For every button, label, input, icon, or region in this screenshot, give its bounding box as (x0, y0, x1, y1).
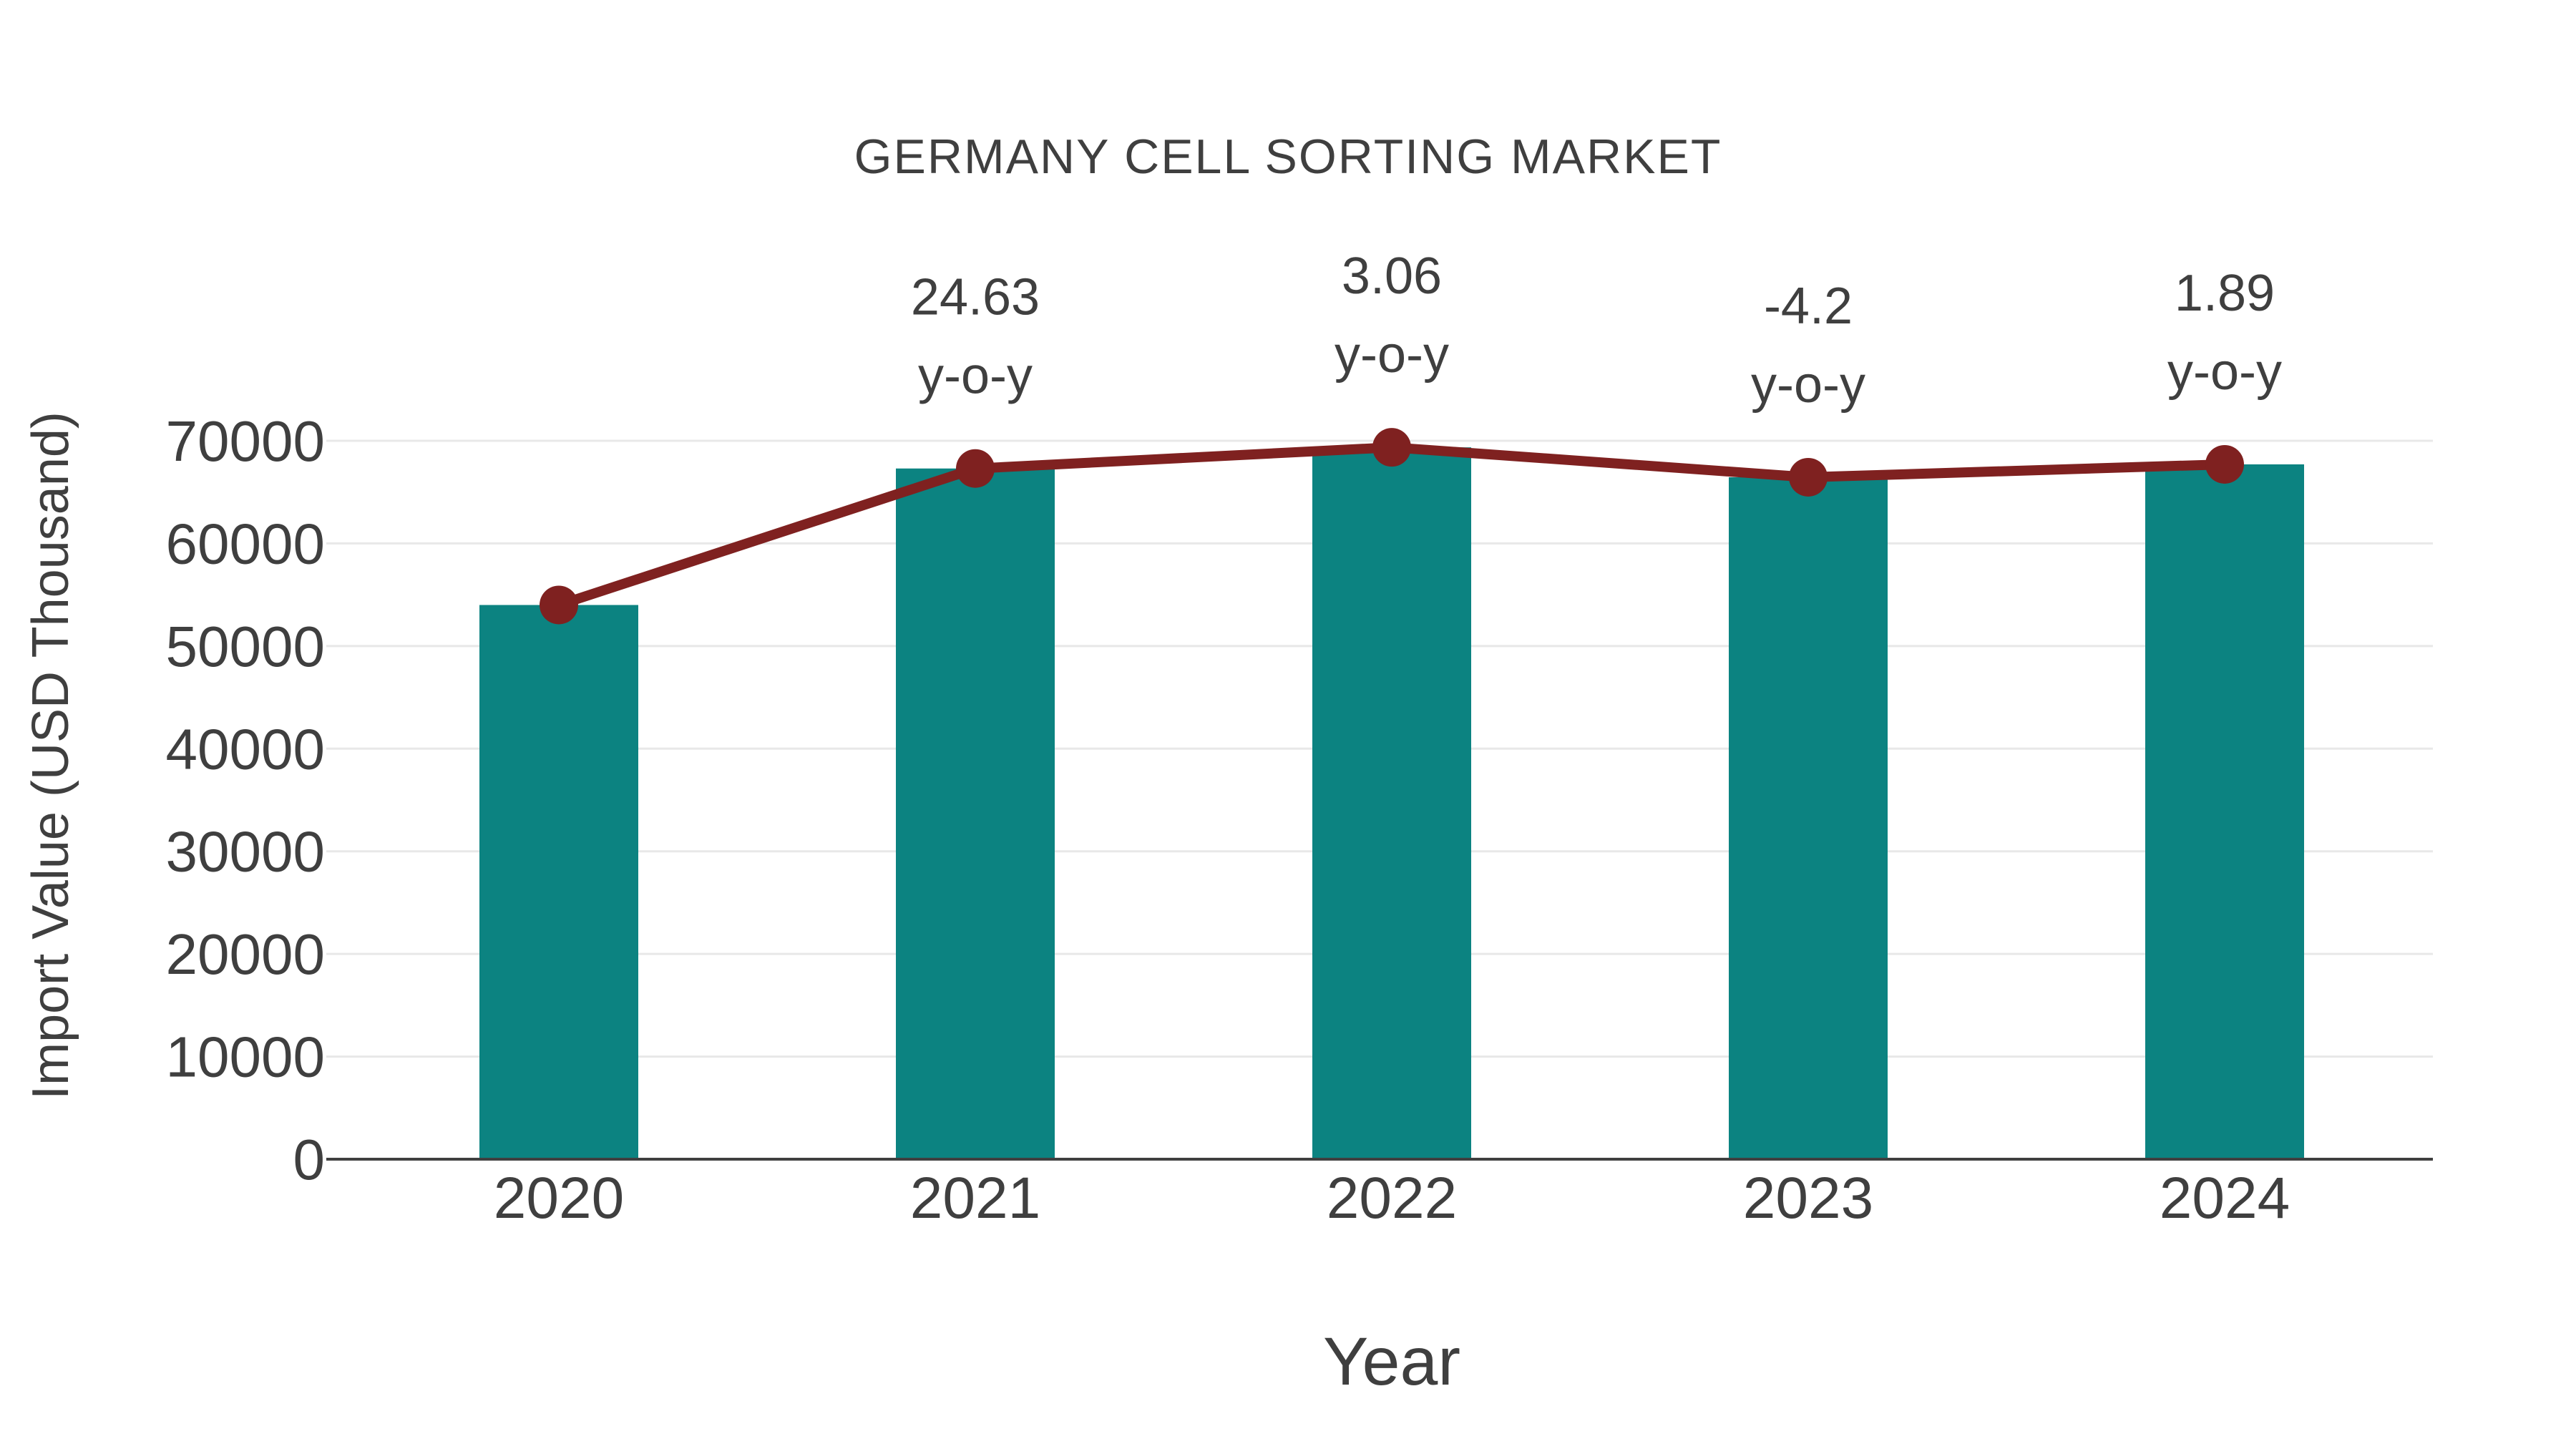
y-tick-label: 20000 (166, 922, 325, 986)
annotation-suffix-2024: y-o-y (2167, 343, 2282, 401)
line-marker-2022 (1372, 428, 1411, 467)
annotation-suffix-2022: y-o-y (1335, 326, 1449, 384)
y-axis-tick-labels: 0 10000 20000 30000 40000 50000 60000 70000 (166, 409, 325, 1191)
annotation-value-2024: 1.89 (2175, 265, 2275, 322)
y-tick-label: 40000 (166, 717, 325, 781)
y-tick-label: 60000 (166, 512, 325, 575)
x-axis-tick-labels: 2020 2021 2022 2023 2024 (494, 1166, 2290, 1231)
line-marker-2020 (540, 585, 578, 625)
x-tick-label: 2024 (2160, 1166, 2290, 1231)
x-tick-label: 2023 (1743, 1166, 1873, 1231)
y-tick-label: 10000 (166, 1025, 325, 1089)
y-tick-label: 0 (293, 1128, 326, 1191)
line-series (540, 428, 2244, 625)
bar-2022 (1312, 447, 1471, 1159)
bar-2021 (896, 468, 1055, 1159)
bar-2023 (1729, 477, 1888, 1159)
y-tick-label: 70000 (166, 409, 325, 473)
annotation-value-2021: 24.63 (911, 269, 1040, 326)
annotation-suffix-2021: y-o-y (918, 348, 1033, 405)
bar-2020 (479, 605, 638, 1159)
annotation-value-2023: -4.2 (1764, 278, 1853, 335)
x-tick-label: 2020 (494, 1166, 624, 1231)
annotations: 24.63 y-o-y 3.06 y-o-y -4.2 y-o-y 1.89 y-o-y (911, 248, 2282, 414)
x-tick-label: 2021 (910, 1166, 1040, 1231)
x-tick-label: 2022 (1327, 1166, 1457, 1231)
y-tick-label: 50000 (166, 615, 325, 678)
annotation-value-2022: 3.06 (1342, 248, 1442, 305)
line-marker-2023 (1789, 457, 1828, 497)
line-marker-2024 (2205, 444, 2244, 484)
y-tick-label: 30000 (166, 820, 325, 884)
chart-title: GERMANY CELL SORTING MARKET (854, 130, 1722, 184)
annotation-suffix-2023: y-o-y (1751, 356, 1865, 414)
x-axis-title: Year (1323, 1324, 1460, 1400)
bar-2024 (2145, 464, 2304, 1159)
y-axis-title: Import Value (USD Thousand) (22, 411, 79, 1100)
bar-series (479, 447, 2304, 1159)
line-marker-2021 (956, 449, 995, 488)
